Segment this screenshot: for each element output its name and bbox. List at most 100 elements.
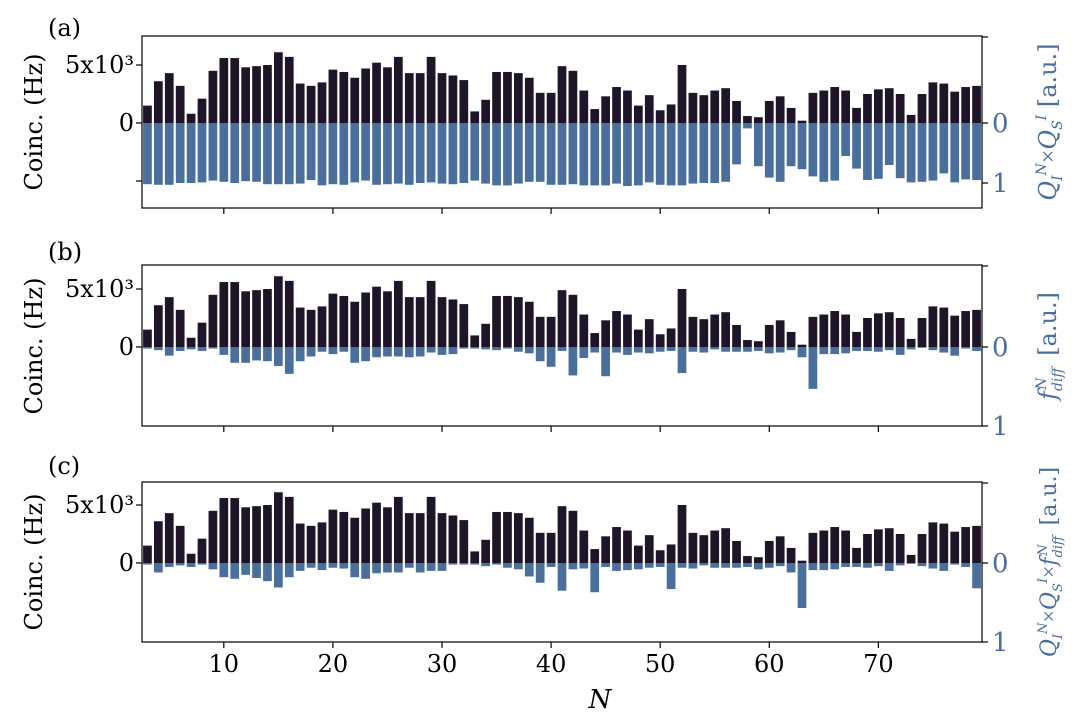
weight-bar-a-6 (175, 123, 185, 183)
weight-bar-a-53 (688, 123, 698, 184)
weight-bar-c-68 (852, 563, 861, 567)
weight-bar-c-10 (219, 563, 229, 578)
left-tick-label-b-0: 0 (119, 333, 134, 361)
weight-bar-a-43 (579, 123, 589, 186)
right-tick-label-b-1: 1 (992, 412, 1009, 442)
weight-bar-a-75 (928, 123, 938, 181)
weight-bar-b-64 (808, 347, 818, 389)
weight-bar-b-57 (732, 347, 741, 352)
weight-bar-c-34 (481, 563, 490, 567)
coinc-bar-b-60 (764, 324, 774, 347)
weight-bar-c-67 (841, 563, 850, 567)
coinc-bar-b-74 (917, 318, 927, 347)
weight-bar-b-58 (743, 347, 752, 352)
weight-bar-a-57 (732, 123, 741, 165)
coinc-bar-b-61 (775, 320, 785, 347)
weight-bar-b-62 (786, 347, 796, 351)
coinc-bar-b-19 (317, 306, 327, 347)
coinc-bar-a-66 (830, 87, 840, 123)
weight-bar-b-39 (535, 347, 545, 362)
coinc-bar-b-59 (754, 341, 763, 347)
weight-bar-b-21 (339, 347, 349, 352)
coinc-bar-c-56 (721, 528, 730, 563)
coinc-bar-b-22 (350, 301, 360, 347)
weight-bar-b-67 (841, 347, 850, 354)
coinc-bar-a-10 (219, 58, 229, 123)
coinc-bar-c-16 (284, 496, 294, 563)
left-tick-label-a-0: 0 (119, 109, 134, 137)
coinc-bar-a-6 (175, 85, 185, 123)
weight-bar-c-14 (263, 563, 272, 582)
coinc-bar-b-73 (906, 338, 916, 347)
weight-bar-a-13 (252, 123, 261, 182)
coinc-bar-b-28 (415, 297, 425, 347)
right-tick-label-c-1: 1 (992, 628, 1009, 658)
weight-bar-a-28 (415, 123, 425, 183)
weight-bar-a-3 (143, 123, 152, 185)
weight-bar-c-40 (546, 563, 556, 567)
weight-bar-a-62 (786, 123, 796, 167)
weight-bar-c-75 (928, 563, 938, 569)
weight-bar-b-14 (263, 347, 272, 362)
coinc-bar-c-78 (961, 527, 970, 563)
coinc-bar-c-57 (732, 540, 741, 563)
left-tick-label-c-5000: 5x10³ (65, 491, 134, 519)
left-tick-label-b-5000: 5x10³ (65, 275, 134, 303)
coinc-bar-c-75 (928, 522, 938, 563)
coinc-bar-b-79 (972, 309, 981, 347)
weight-bar-b-8 (197, 347, 207, 351)
weight-bar-c-32 (459, 563, 469, 565)
coinc-bar-a-70 (874, 89, 883, 123)
weight-bar-a-25 (383, 123, 392, 185)
coinc-bar-a-29 (426, 56, 436, 123)
weight-bar-b-31 (448, 347, 458, 355)
coinc-bar-b-66 (830, 311, 840, 347)
coinc-bar-b-37 (514, 297, 523, 347)
weight-bar-b-19 (317, 347, 327, 352)
weight-bar-b-24 (372, 347, 381, 358)
coinc-bar-c-47 (623, 530, 632, 563)
coinc-bar-b-30 (437, 297, 447, 347)
weight-bar-b-20 (328, 347, 338, 355)
weight-bar-a-7 (186, 123, 196, 183)
weight-bar-c-6 (175, 563, 185, 566)
weight-bar-b-50 (655, 347, 665, 352)
coinc-bar-c-14 (263, 505, 272, 563)
weight-bar-c-72 (895, 563, 905, 566)
coinc-bar-b-63 (797, 344, 807, 347)
coinc-bar-a-31 (448, 75, 458, 123)
weight-bar-a-49 (644, 123, 654, 183)
weight-bar-a-48 (634, 123, 643, 186)
coinc-bar-b-56 (721, 312, 730, 347)
weight-bar-c-22 (350, 563, 360, 578)
weight-bar-c-20 (328, 563, 338, 568)
weight-bar-b-5 (164, 347, 174, 356)
weight-bar-a-8 (197, 123, 207, 183)
weight-bar-c-53 (688, 563, 698, 569)
coinc-bar-a-36 (503, 71, 512, 123)
weight-bar-c-42 (568, 563, 578, 570)
coinc-bar-b-51 (666, 328, 676, 347)
weight-bar-a-34 (481, 123, 490, 184)
weight-bar-b-59 (754, 347, 763, 351)
coinc-bar-c-48 (634, 545, 643, 563)
coinc-bar-b-54 (699, 319, 709, 347)
weight-bar-b-70 (874, 347, 883, 352)
coinc-bar-b-27 (404, 297, 414, 347)
coinc-bar-b-11 (230, 282, 240, 347)
weight-bar-b-75 (928, 347, 938, 351)
x-tick-label-50: 50 (645, 650, 676, 678)
weight-bar-b-36 (503, 347, 512, 349)
weight-bar-c-47 (623, 563, 632, 571)
coinc-bar-c-38 (524, 517, 534, 563)
coinc-bar-c-20 (328, 509, 338, 563)
coinc-bar-b-17 (295, 307, 305, 347)
weight-bar-b-13 (252, 347, 261, 361)
coinc-bar-c-52 (677, 505, 687, 563)
weight-bar-a-69 (863, 123, 872, 180)
panel-b: (b) Coinc. (Hz) fdiffN [a.u.] (20, 238, 1066, 414)
coinc-bar-a-3 (143, 105, 152, 123)
coinc-bar-c-36 (503, 511, 512, 563)
weight-bar-b-23 (361, 347, 370, 362)
coinc-bar-c-69 (863, 534, 872, 563)
